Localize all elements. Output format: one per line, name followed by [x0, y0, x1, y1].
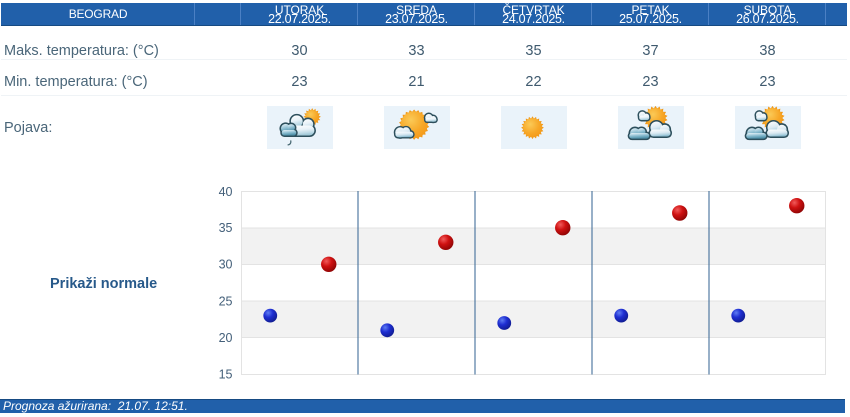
- svg-text:15: 15: [219, 368, 233, 382]
- svg-text:40: 40: [219, 185, 233, 199]
- svg-text:20: 20: [219, 331, 233, 345]
- svg-text:30: 30: [219, 258, 233, 272]
- svg-text:35: 35: [219, 221, 233, 235]
- svg-text:25: 25: [219, 294, 233, 308]
